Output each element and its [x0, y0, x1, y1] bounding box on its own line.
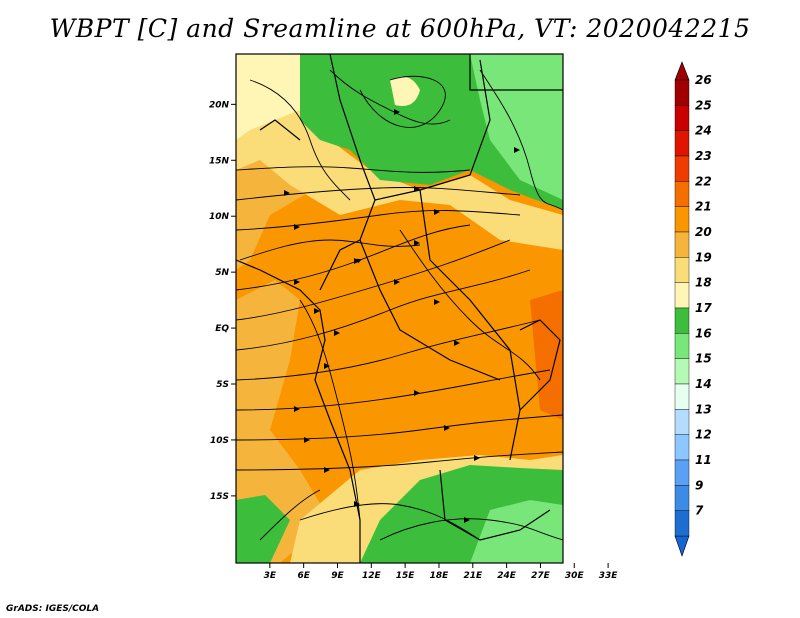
- colorbar-swatch: [674, 206, 690, 233]
- colorbar-label: 9: [695, 478, 703, 492]
- colorbar-label: 14: [695, 377, 712, 391]
- colorbar-swatch: [674, 105, 690, 131]
- colorbar-label: 16: [695, 326, 712, 340]
- colorbar-swatch: [674, 282, 690, 309]
- lon-tick-label: 3E: [264, 571, 277, 581]
- footer-credit: GrADS: IGES/COLA: [6, 604, 100, 614]
- lat-tick-label: 5N: [215, 268, 229, 278]
- colorbar-swatch: [674, 383, 690, 410]
- colorbar-swatch: [674, 257, 690, 283]
- colorbar-label: 18: [695, 276, 712, 290]
- colorbar-label: 21: [695, 200, 712, 214]
- colorbar-swatch: [674, 409, 690, 435]
- colorbar-label: 25: [695, 98, 712, 112]
- colorbar-swatch: [674, 333, 690, 359]
- lat-tick-label: 5S: [216, 380, 229, 390]
- colorbar-swatch: [674, 130, 690, 157]
- lon-tick-label: 12E: [362, 571, 382, 581]
- lon-tick-label: 15E: [396, 571, 416, 581]
- map-frame: [235, 53, 564, 564]
- colorbar-swatch: [674, 181, 690, 207]
- colorbar-swatch: [674, 510, 690, 537]
- map-axes: 20N 15N 10N 5N EQ 5S 10S 15S 3E 6E 9E 12E 15E 18E 21E 2…: [209, 100, 618, 581]
- colorbar-label: 11: [695, 453, 712, 467]
- lat-tick-label: 10S: [210, 436, 229, 446]
- colorbar-bottom-arrow: [674, 535, 690, 557]
- wbpt-field-yellow-spot: [390, 76, 420, 106]
- colorbar-swatch: [674, 459, 690, 486]
- colorbar-label: 23: [695, 149, 712, 163]
- colorbar-label: 19: [695, 250, 712, 264]
- colorbar-label: 15: [695, 352, 712, 366]
- wbpt-field-light-orange-west: [236, 280, 330, 563]
- colorbar-label: 26: [695, 73, 712, 87]
- colorbar-label: 7: [695, 504, 704, 518]
- lat-tick-label: 20N: [209, 100, 230, 110]
- lon-tick-label: 9E: [331, 571, 344, 581]
- colorbar: 26 25 24 23 22 21 20 19 18 17 16 15 14 13 12 11 9 7: [674, 61, 712, 557]
- lon-tick-label: 18E: [430, 571, 450, 581]
- wbpt-field-dark-orange-east: [530, 290, 563, 420]
- colorbar-swatch: [674, 434, 690, 461]
- colorbar-label: 13: [695, 402, 712, 416]
- streamlines: [236, 69, 563, 541]
- wbpt-field-light-green-southeast: [470, 500, 563, 563]
- colorbar-label: 22: [695, 174, 712, 188]
- colorbar-label: 20: [695, 225, 712, 239]
- lat-tick-label: 15S: [210, 492, 229, 502]
- colorbar-swatch: [674, 79, 690, 106]
- lat-tick-label: 15N: [209, 156, 230, 166]
- colorbar-label: 17: [695, 301, 712, 315]
- lon-tick-label: 24E: [497, 571, 517, 581]
- colorbar-swatch: [674, 155, 690, 182]
- map-borders: [236, 54, 563, 563]
- wbpt-field-pale-yellow: [236, 54, 300, 140]
- colorbar-swatch: [674, 358, 690, 385]
- lon-tick-label: 21E: [463, 571, 483, 581]
- wbpt-field-green-southwest: [236, 495, 290, 563]
- colorbar-label: 24: [695, 124, 712, 138]
- lat-tick-label: 10N: [209, 212, 230, 222]
- streamline-arrows: [284, 109, 520, 523]
- lon-tick-label: 33E: [599, 571, 619, 581]
- colorbar-label: 12: [695, 428, 712, 442]
- chart-title: WBPT [C] and Sreamline at 600hPa, VT: 20…: [49, 14, 751, 43]
- colorbar-swatch: [674, 307, 690, 334]
- map-area[interactable]: [236, 54, 563, 563]
- colorbar-swatch: [674, 231, 690, 258]
- colorbar-top-arrow: [674, 61, 690, 81]
- colorbar-swatch: [674, 485, 690, 511]
- lon-tick-label: 27E: [531, 571, 551, 581]
- lon-tick-label: 30E: [565, 571, 585, 581]
- lat-tick-label: EQ: [215, 324, 229, 334]
- lon-tick-label: 6E: [297, 571, 310, 581]
